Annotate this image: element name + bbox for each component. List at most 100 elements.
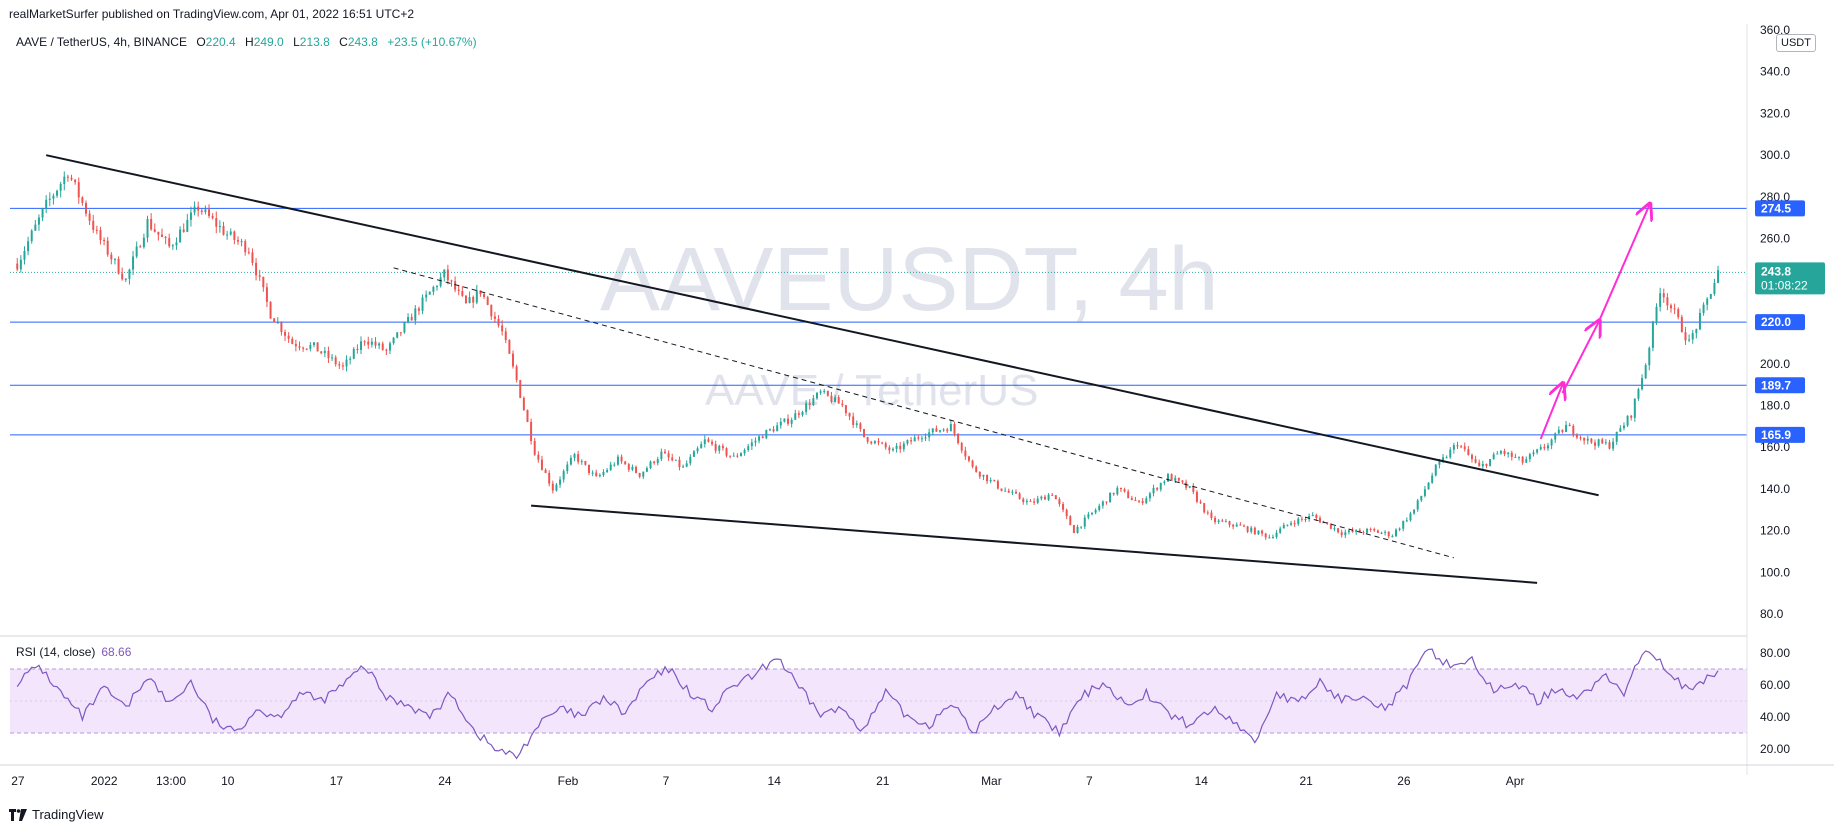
candle-body	[363, 341, 366, 343]
trendline	[45, 154, 1599, 497]
candle-body	[750, 442, 753, 447]
candle-body	[881, 442, 884, 444]
candle-body	[1456, 445, 1459, 447]
candle-body	[667, 453, 670, 458]
candle-body	[1575, 434, 1578, 438]
candle-body	[1087, 514, 1090, 518]
candle-body	[1130, 498, 1133, 500]
candle-body	[787, 418, 790, 424]
candle-body	[891, 448, 894, 451]
open-label: O	[196, 35, 206, 49]
candle-body	[1709, 293, 1712, 299]
candle-body	[493, 316, 496, 319]
candle-body	[1315, 514, 1318, 518]
candle-body	[743, 450, 746, 454]
candle-body	[613, 464, 616, 466]
candle-body	[1416, 500, 1419, 510]
candle-body	[1318, 517, 1321, 523]
candle-body	[714, 444, 717, 451]
candle-body	[139, 246, 142, 248]
projection-arrow	[1539, 385, 1563, 440]
candle-body	[1195, 491, 1198, 502]
candle-body	[497, 318, 500, 326]
rsi-pane: 20.00 40.00 60.00 80.00	[10, 646, 1790, 760]
candle-body	[1601, 439, 1604, 444]
candle-body	[1101, 501, 1104, 506]
currency-unit-badge[interactable]: USDT	[1776, 34, 1816, 52]
symbol-title: AAVE / TetherUS, 4h, BINANCE	[16, 35, 187, 49]
price-tick-label: 320.0	[1760, 106, 1790, 120]
candle-body	[653, 461, 656, 464]
candle-body	[732, 455, 735, 457]
candle-body	[153, 229, 156, 232]
candle-body	[910, 440, 913, 442]
rsi-band	[10, 669, 1747, 733]
candle-body	[906, 440, 909, 444]
candle-body	[200, 210, 203, 212]
candle-body	[1666, 297, 1669, 306]
candle-body	[1080, 526, 1083, 528]
candle-body	[1043, 496, 1046, 500]
candle-body	[1358, 529, 1361, 532]
candle-body	[41, 208, 44, 218]
candle-body	[262, 276, 265, 288]
candle-body	[1442, 457, 1445, 462]
candle-body	[1308, 515, 1311, 520]
candle-body	[1206, 512, 1209, 514]
candle-body	[826, 390, 829, 396]
candle-body	[407, 317, 410, 323]
candle-body	[1058, 499, 1061, 505]
candle-body	[175, 242, 178, 246]
candle-body	[971, 460, 974, 467]
candle-body	[446, 269, 449, 281]
candle-body	[475, 290, 478, 303]
candle-body	[1373, 529, 1376, 531]
candle-body	[1253, 527, 1256, 535]
candle-body	[725, 448, 728, 456]
candle-body	[1054, 495, 1057, 500]
candle-body	[425, 294, 428, 298]
candle-body	[1304, 519, 1307, 521]
candle-body	[81, 197, 84, 203]
candle-body	[341, 365, 344, 367]
candle-body	[1015, 491, 1018, 494]
time-tick-label: Mar	[981, 774, 1002, 788]
time-tick-label: Apr	[1506, 774, 1525, 788]
time-tick-label: 14	[768, 774, 782, 788]
rsi-tick-label: 60.00	[1760, 678, 1790, 692]
candle-body	[30, 230, 33, 242]
candle-body	[312, 342, 315, 346]
level-price-text: 274.5	[1761, 201, 1791, 215]
candle-body	[1174, 477, 1177, 481]
candle-body	[1380, 532, 1383, 534]
candle-body	[454, 281, 457, 290]
candle-body	[52, 195, 55, 199]
price-axis-labels: 274.5 220.0 189.7 165.9 243.801:08:22	[1755, 200, 1825, 443]
candle-body	[711, 441, 714, 445]
candle-body	[117, 258, 120, 274]
candle-body	[269, 301, 272, 319]
candle-body	[1062, 504, 1065, 510]
candle-body	[255, 262, 258, 276]
candle-body	[1460, 446, 1463, 448]
level-price-text: 220.0	[1761, 315, 1791, 329]
candle-body	[1503, 450, 1506, 455]
candle-body	[323, 350, 326, 354]
candle-body	[150, 218, 153, 230]
candle-body	[316, 342, 319, 352]
candle-body	[700, 444, 703, 449]
candle-body	[23, 251, 26, 260]
close-value: 243.8	[347, 35, 378, 49]
candle-body	[244, 241, 247, 253]
tradingview-footer[interactable]: TradingView	[9, 807, 104, 822]
time-tick-label: 21	[1300, 774, 1314, 788]
candle-body	[1499, 450, 1502, 454]
candle-body	[917, 437, 920, 439]
candle-body	[939, 430, 942, 432]
candle-body	[1691, 333, 1694, 340]
candle-body	[1409, 513, 1412, 521]
level-price-text: 165.9	[1761, 428, 1791, 442]
candle-body	[1235, 524, 1238, 527]
candle-body	[1119, 487, 1122, 490]
